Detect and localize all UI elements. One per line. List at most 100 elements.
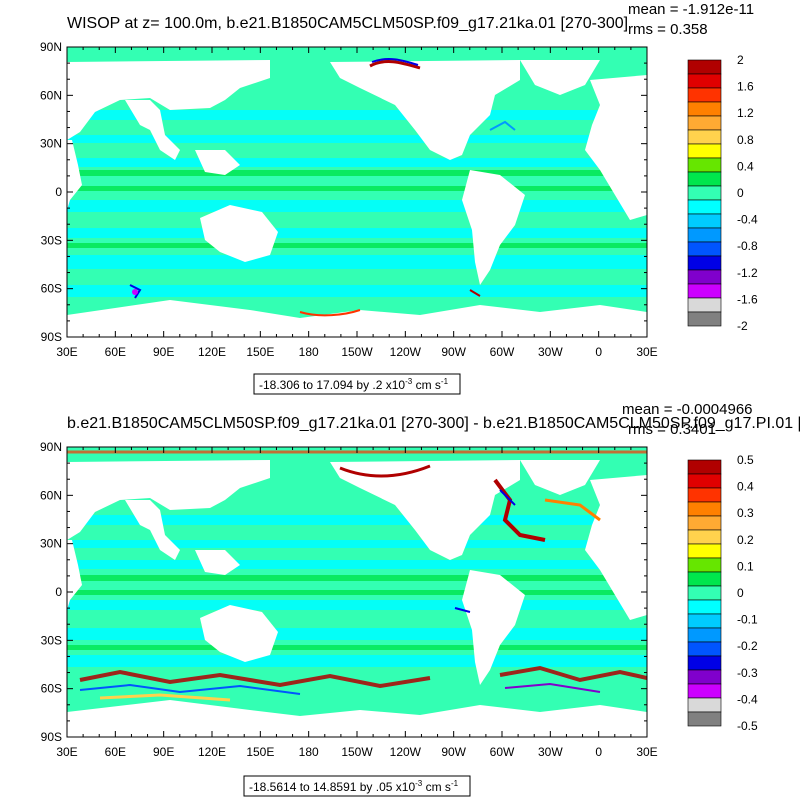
x-tick-label: 120E — [198, 345, 226, 359]
colorbar-label: -0.8 — [737, 239, 758, 253]
x-tick-label: 0 — [595, 745, 602, 759]
x-tick-label: 30E — [56, 345, 77, 359]
colorbar-label: 0 — [737, 186, 744, 200]
y-tick-label: 0 — [55, 585, 62, 599]
y-tick-label: 90N — [40, 440, 62, 454]
panel-1: WISOP at z= 100.0m, b.e21.B1850CAM5CLM50… — [40, 1, 758, 395]
colorbar-label: -0.3 — [737, 666, 758, 680]
colorbar-swatch — [687, 185, 722, 201]
x-tick-label: 150E — [246, 345, 274, 359]
panel-1-colorbar: 2 1.6 1.2 0.8 0.4 0 -0.4 -0.8 -1.2 -1.6 -2 — [687, 53, 758, 333]
colorbar-label: -0.4 — [737, 213, 758, 227]
panel-1-title: WISOP at z= 100.0m, b.e21.B1850CAM5CLM50… — [67, 15, 628, 32]
colorbar-swatch — [687, 255, 722, 271]
panel-2-rms: rms = 0.3401 — [628, 421, 716, 438]
colorbar-swatch — [687, 543, 722, 559]
y-tick-label: 60S — [41, 282, 62, 296]
colorbar-swatch — [687, 171, 722, 187]
y-tick-label: 90S — [41, 730, 62, 744]
colorbar-swatch — [687, 227, 722, 243]
colorbar-swatch — [687, 613, 722, 629]
colorbar-swatch — [687, 473, 722, 489]
x-tick-label: 30E — [636, 345, 657, 359]
x-tick-label: 90W — [441, 745, 466, 759]
colorbar-label: 0.5 — [737, 453, 754, 467]
x-tick-label: 60E — [105, 345, 126, 359]
colorbar-swatch — [687, 487, 722, 503]
colorbar-swatch — [687, 571, 722, 587]
y-tick-label: 60N — [40, 488, 62, 502]
colorbar-label: 0.8 — [737, 133, 754, 147]
colorbar-swatch — [687, 529, 722, 545]
x-tick-label: 180 — [299, 345, 319, 359]
colorbar-swatch — [687, 697, 722, 713]
y-tick-label: 90N — [40, 40, 62, 54]
panel-1-axes: 30E 60E 90E 120E 150E 180 150W 120W 90W 60W 30W 0 30… — [40, 40, 658, 359]
y-tick-label: 30N — [40, 537, 62, 551]
colorbar-swatch — [687, 213, 722, 229]
colorbar-swatch — [687, 311, 722, 327]
colorbar-label: 2 — [737, 53, 744, 67]
colorbar-swatch — [687, 683, 722, 699]
panel-2-land — [67, 460, 647, 737]
colorbar-label: -1.2 — [737, 266, 758, 280]
panel-1-features — [129, 57, 516, 317]
panel-1-map — [67, 47, 647, 337]
x-tick-label: 120W — [390, 345, 422, 359]
colorbar-label: 0.2 — [737, 533, 754, 547]
panel-1-land — [67, 60, 647, 337]
colorbar-swatch — [687, 101, 722, 117]
x-tick-label: 30W — [538, 745, 563, 759]
colorbar-swatch — [687, 129, 722, 145]
colorbar-swatch — [687, 87, 722, 103]
x-tick-label: 120E — [198, 745, 226, 759]
colorbar-swatch — [687, 157, 722, 173]
colorbar-swatch — [687, 269, 722, 285]
colorbar-swatch — [687, 627, 722, 643]
panel-2-range-box — [243, 775, 471, 797]
panel-2-map — [67, 447, 647, 737]
colorbar-label: 1.2 — [737, 106, 754, 120]
panel-1-range-label: -18.306 to 17.094 by .2 x10-3 cm s-1 — [259, 377, 449, 392]
x-tick-label: 60E — [105, 745, 126, 759]
y-tick-label: 30S — [41, 633, 62, 647]
x-tick-label: 90W — [441, 345, 466, 359]
colorbar-label: -0.5 — [737, 719, 758, 733]
colorbar-label: 0.3 — [737, 506, 754, 520]
y-tick-label: 0 — [55, 185, 62, 199]
colorbar-swatch — [687, 115, 722, 131]
panel-1-range-box — [253, 373, 461, 395]
panel-2-range-label: -18.5614 to 14.8591 by .05 x10-3 cm s-1 — [249, 779, 459, 794]
x-tick-label: 150W — [341, 345, 373, 359]
panel-2-colorbar: 0.5 0.4 0.3 0.2 0.1 0 -0.1 -0.2 -0.3 -0.4 -0.5 — [687, 453, 758, 733]
colorbar-label: -0.1 — [737, 613, 758, 627]
y-tick-label: 30S — [41, 233, 62, 247]
panel-1-rms: rms = 0.358 — [628, 21, 708, 38]
x-tick-label: 60W — [490, 345, 515, 359]
colorbar-swatch — [687, 283, 722, 299]
colorbar-label: 0.4 — [737, 480, 754, 494]
colorbar-label: 0.4 — [737, 159, 754, 173]
y-tick-label: 60N — [40, 88, 62, 102]
colorbar-swatch — [687, 599, 722, 615]
x-tick-label: 30E — [56, 745, 77, 759]
colorbar-swatch — [687, 501, 722, 517]
colorbar-swatch — [687, 59, 722, 75]
colorbar-swatch — [687, 143, 722, 159]
colorbar-label: 1.6 — [737, 80, 754, 94]
colorbar-swatch — [687, 669, 722, 685]
x-tick-label: 30W — [538, 345, 563, 359]
colorbar-swatch — [687, 515, 722, 531]
colorbar-label: -1.6 — [737, 292, 758, 306]
x-tick-label: 150E — [246, 745, 274, 759]
panel-1-mean: mean = -1.912e-11 — [628, 1, 754, 18]
panel-2-axes: 30E 60E 90E 120E 150E 180 150W 120W 90W 60W 30W 0 30… — [40, 440, 658, 759]
colorbar-swatch — [687, 557, 722, 573]
x-tick-label: 90E — [153, 345, 174, 359]
y-tick-label: 90S — [41, 330, 62, 344]
x-tick-label: 30E — [636, 745, 657, 759]
colorbar-label: -0.4 — [737, 692, 758, 706]
colorbar-label: -2 — [737, 319, 748, 333]
x-tick-label: 90E — [153, 745, 174, 759]
panel-2-title: b.e21.B1850CAM5CLM50SP.f09_g17.21ka.01 [… — [67, 415, 800, 432]
